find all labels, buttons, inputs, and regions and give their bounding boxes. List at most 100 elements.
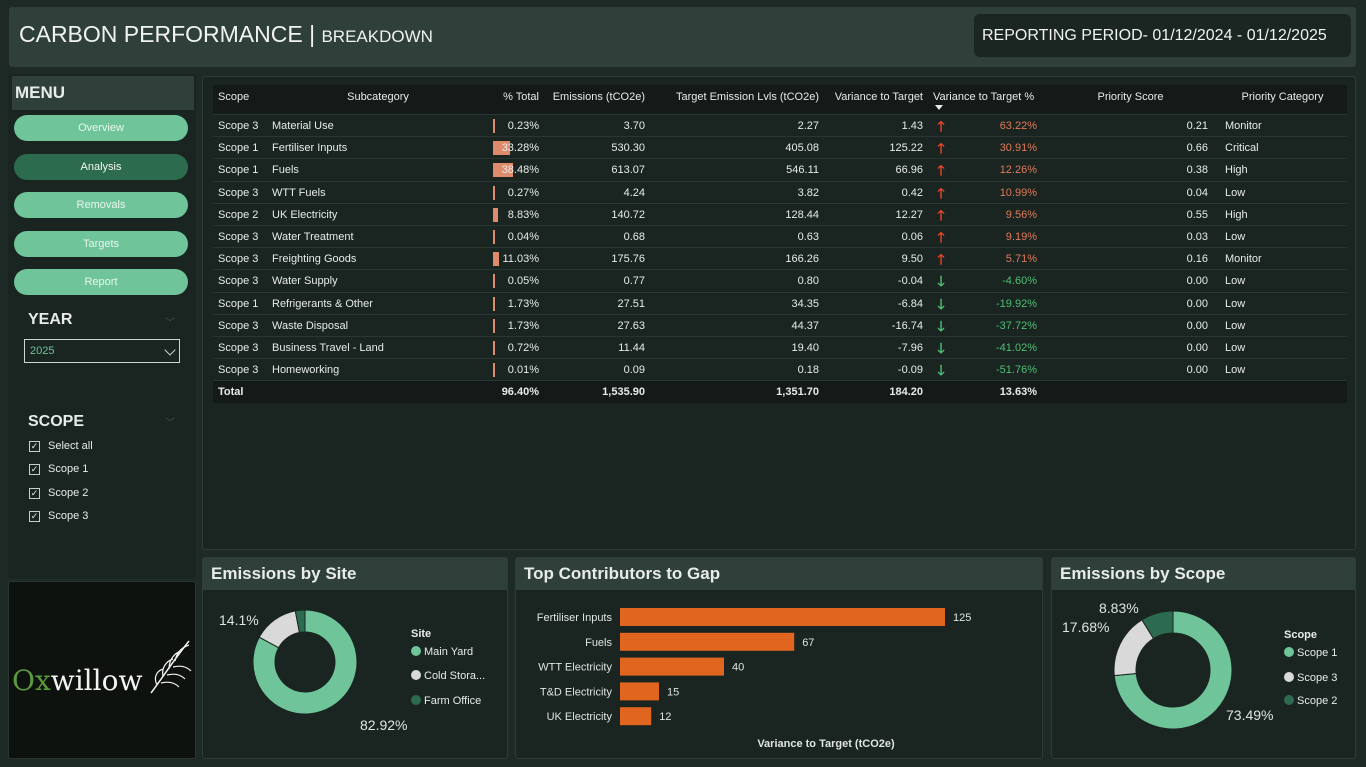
table-row[interactable]: Scope 3 Waste Disposal 1.73% 27.63 44.37 -16.… <box>213 315 1347 337</box>
pct-total-bar <box>493 229 495 244</box>
table-row[interactable]: Scope 2 UK Electricity 8.83% 140.72 128.44 12… <box>213 204 1347 226</box>
cell-pct-total: 0.72% <box>507 341 539 354</box>
table-row[interactable]: Scope 3 WTT Fuels 0.27% 4.24 3.82 0.42 🡑 10.99%… <box>213 182 1347 204</box>
site-label-cold-storage: 14.1% <box>219 612 259 628</box>
col-header-scope[interactable]: Scope <box>218 91 250 103</box>
table-row[interactable]: Scope 3 Material Use 0.23% 3.70 2.27 1.43 🡑 63.… <box>213 115 1347 138</box>
table-row[interactable]: Scope 3 Water Supply 0.05% 0.77 0.80 -0.04 🡓 -4… <box>213 270 1347 293</box>
legend-item-scope-2[interactable]: Scope 2 <box>1284 695 1337 707</box>
pct-total-bar <box>493 296 495 311</box>
cell-priority-category: Monitor <box>1225 120 1262 132</box>
bar-fertiliser-inputs[interactable] <box>620 608 945 626</box>
nav-removals-button[interactable]: Removals <box>14 192 188 218</box>
cell-priority-score: 0.00 <box>1186 275 1208 288</box>
cell-variance-pct: -4.60% <box>1002 275 1037 288</box>
scope-collapse-chevron-icon[interactable]: ﹀ <box>165 418 175 429</box>
donut-slice-scope-2[interactable] <box>1141 610 1174 640</box>
cell-pct-total: 0.04% <box>507 230 539 243</box>
pct-total-bar <box>493 274 495 289</box>
breakdown-table: Scope Subcategory % Total Emissions (tCO… <box>213 85 1347 404</box>
card-title: Emissions by Site <box>203 558 507 590</box>
legend-item-scope-3[interactable]: Scope 3 <box>1284 672 1337 684</box>
legend-item-farm-office[interactable]: Farm Office <box>411 695 481 707</box>
col-header-target[interactable]: Target Emission Lvls (tCO2e) <box>675 91 819 103</box>
cell-subcategory: WTT Fuels <box>272 186 326 199</box>
col-header-emissions[interactable]: Emissions (tCO2e) <box>552 91 645 103</box>
bar-wtt-electricity[interactable] <box>620 657 724 676</box>
col-header-variance[interactable]: Variance to Target <box>834 91 923 103</box>
legend-item-main-yard[interactable]: Main Yard <box>411 646 473 658</box>
checkbox-checked-icon[interactable]: ✓ <box>29 464 40 475</box>
cell-variance-pct: 9.19% <box>1005 230 1037 243</box>
cell-priority-category: Low <box>1225 319 1246 332</box>
cell-pct-total: 8.83% <box>507 208 539 221</box>
pct-total-bar <box>493 141 511 156</box>
cell-emissions: 27.51 <box>617 297 645 310</box>
col-header-pct-total[interactable]: % Total <box>503 91 539 103</box>
bar-uk-electricity[interactable] <box>620 707 652 726</box>
year-collapse-chevron-icon[interactable]: ﹀ <box>165 318 175 329</box>
arrow-down-icon: 🡓 <box>937 362 945 379</box>
pct-total-bar <box>493 363 495 378</box>
bar-fuels[interactable] <box>620 632 795 651</box>
table-row[interactable]: Scope 1 Refrigerants & Other 1.73% 27.51 34.… <box>213 293 1347 315</box>
nav-report-button[interactable]: Report <box>14 269 188 295</box>
checkbox-checked-icon[interactable]: ✓ <box>29 441 40 452</box>
col-header-priority-score[interactable]: Priority Score <box>1097 91 1164 103</box>
donut-slice-main-yard[interactable] <box>253 610 357 714</box>
cell-target: 166.26 <box>785 253 819 266</box>
legend-item-cold-storage[interactable]: Cold Stora... <box>411 670 485 682</box>
bar-category-label: T&D Electricity <box>540 686 613 698</box>
table-row[interactable]: Scope 3 Business Travel - Land 0.72% 11.44 1… <box>213 337 1347 360</box>
table-row[interactable]: Scope 1 Fuels 38.48% 613.07 546.11 66.96 🡑 12.2… <box>213 159 1347 182</box>
col-header-variance-pct[interactable]: Variance to Target % <box>933 91 1035 103</box>
cell-variance: 125.22 <box>889 142 923 155</box>
scope-label-scope-1: 73.49% <box>1226 707 1274 723</box>
table-row[interactable]: Scope 3 Water Treatment 0.04% 0.68 0.63 0.06 🡑… <box>213 226 1347 249</box>
legend-dot <box>411 646 421 656</box>
cell-variance-pct: -41.02% <box>996 341 1037 354</box>
arrow-down-icon: 🡓 <box>937 339 945 356</box>
cell-pct-total: 0.27% <box>507 186 539 199</box>
cell-emissions: 0.68 <box>623 230 645 243</box>
table-row[interactable]: Scope 1 Fertiliser Inputs 33.28% 530.30 405.… <box>213 137 1347 160</box>
cell-priority-score: 0.03 <box>1186 230 1208 243</box>
year-dropdown[interactable]: 2025 <box>24 339 180 363</box>
cell-emissions: 613.07 <box>611 164 645 177</box>
donut-slice-farm-office[interactable] <box>294 610 306 634</box>
nav-analysis-button[interactable]: Analysis <box>14 154 188 180</box>
legend-label: Main Yard <box>424 646 474 658</box>
col-header-subcategory[interactable]: Subcategory <box>347 91 409 103</box>
cell-priority-category: High <box>1225 208 1248 221</box>
arrow-down-icon: 🡓 <box>937 295 945 312</box>
cell-scope: Scope 3 <box>218 186 259 199</box>
oxwillow-logo: Oxwillow <box>12 664 142 697</box>
arrow-down-icon: 🡓 <box>937 273 945 290</box>
checkbox-checked-icon[interactable]: ✓ <box>29 488 40 499</box>
bar-value-label: 40 <box>732 662 744 674</box>
bar-t-d-electricity[interactable] <box>620 682 659 701</box>
table-row[interactable]: Scope 3 Freighting Goods 11.03% 175.76 166.2… <box>213 248 1347 271</box>
table-row[interactable]: Scope 3 Homeworking 0.01% 0.09 0.18 -0.09 🡓 -51… <box>213 359 1347 382</box>
cell-subcategory: Freighting Goods <box>272 253 357 266</box>
cell-emissions: 175.76 <box>611 253 645 266</box>
table-header-row: Scope Subcategory % Total Emissions (tCO… <box>213 85 1347 115</box>
nav-overview-button[interactable]: Overview <box>14 115 188 141</box>
scope-donut-chart[interactable] <box>1113 610 1233 730</box>
cell-pct-total: 38.48% <box>501 164 539 177</box>
donut-slice-scope-1[interactable] <box>1113 610 1233 730</box>
checkbox-checked-icon[interactable]: ✓ <box>29 511 40 522</box>
cell-priority-category: Low <box>1225 297 1246 310</box>
total-label: Total <box>218 386 244 399</box>
top-contributors-card: Top Contributors to Gap Fertiliser Input… <box>515 557 1043 759</box>
cell-subcategory: Material Use <box>272 120 334 132</box>
site-donut-chart[interactable] <box>253 610 357 714</box>
cell-priority-score: 0.00 <box>1186 319 1208 332</box>
bar-category-label: WTT Electricity <box>538 662 612 674</box>
legend-item-scope-1[interactable]: Scope 1 <box>1284 647 1337 659</box>
col-header-priority-category[interactable]: Priority Category <box>1241 91 1324 103</box>
header-bar: CARBON PERFORMANCE | BREAKDOWN REPORTING… <box>9 7 1356 67</box>
cell-variance-pct: 12.26% <box>999 164 1037 177</box>
emissions-by-scope-card: Emissions by Scope 8.83% 17.68% 73.49% S… <box>1051 557 1356 759</box>
nav-targets-button[interactable]: Targets <box>14 231 188 257</box>
